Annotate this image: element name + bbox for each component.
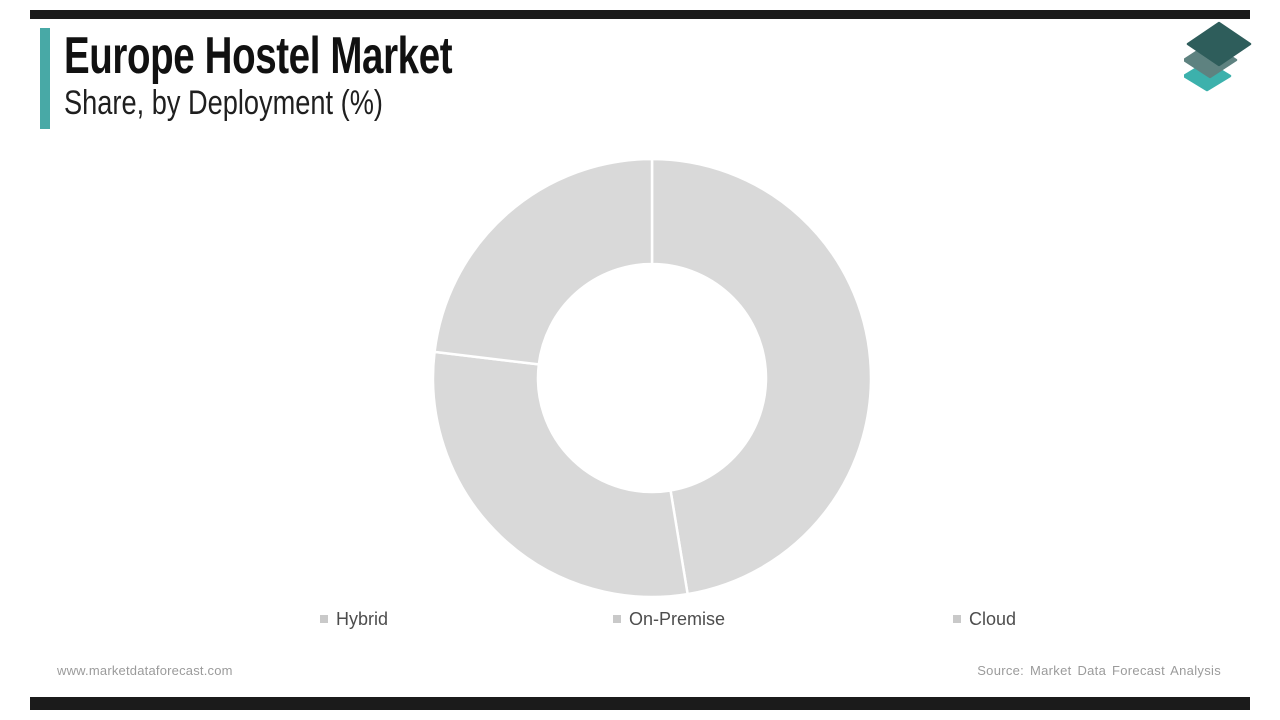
title-block: Europe Hostel Market Share, by Deploymen… (64, 28, 589, 129)
legend-label: Hybrid (336, 608, 389, 629)
title-accent-bar (40, 28, 50, 129)
website-text: www.marketdataforecast.com (57, 663, 233, 678)
bottom-border-bar (30, 697, 1250, 710)
legend-marker-icon (320, 615, 328, 623)
company-logo (1184, 21, 1252, 92)
top-border-bar (30, 10, 1250, 19)
donut-segment-cloud (433, 157, 654, 366)
chart-legend: Hybrid On-Premise Cloud (0, 606, 1280, 632)
legend-marker-icon (953, 615, 961, 623)
legend-marker-icon (613, 615, 621, 623)
page-title: Europe Hostel Market (64, 27, 453, 85)
legend-item-on-premise: On-Premise (613, 606, 725, 632)
legend-item-hybrid: Hybrid (320, 606, 388, 632)
legend-item-cloud: Cloud (953, 606, 1016, 632)
logo-layer-top-icon (1186, 21, 1252, 67)
donut-segment-hybrid (650, 157, 873, 596)
legend-label: On-Premise (629, 608, 726, 629)
legend-label: Cloud (969, 608, 1017, 629)
donut-segment-on-premise (431, 350, 690, 599)
source-attribution: Source: Market Data Forecast Analysis (977, 663, 1221, 678)
page-subtitle: Share, by Deployment (%) (64, 84, 383, 122)
header: Europe Hostel Market Share, by Deploymen… (40, 28, 589, 129)
donut-chart (431, 157, 873, 599)
